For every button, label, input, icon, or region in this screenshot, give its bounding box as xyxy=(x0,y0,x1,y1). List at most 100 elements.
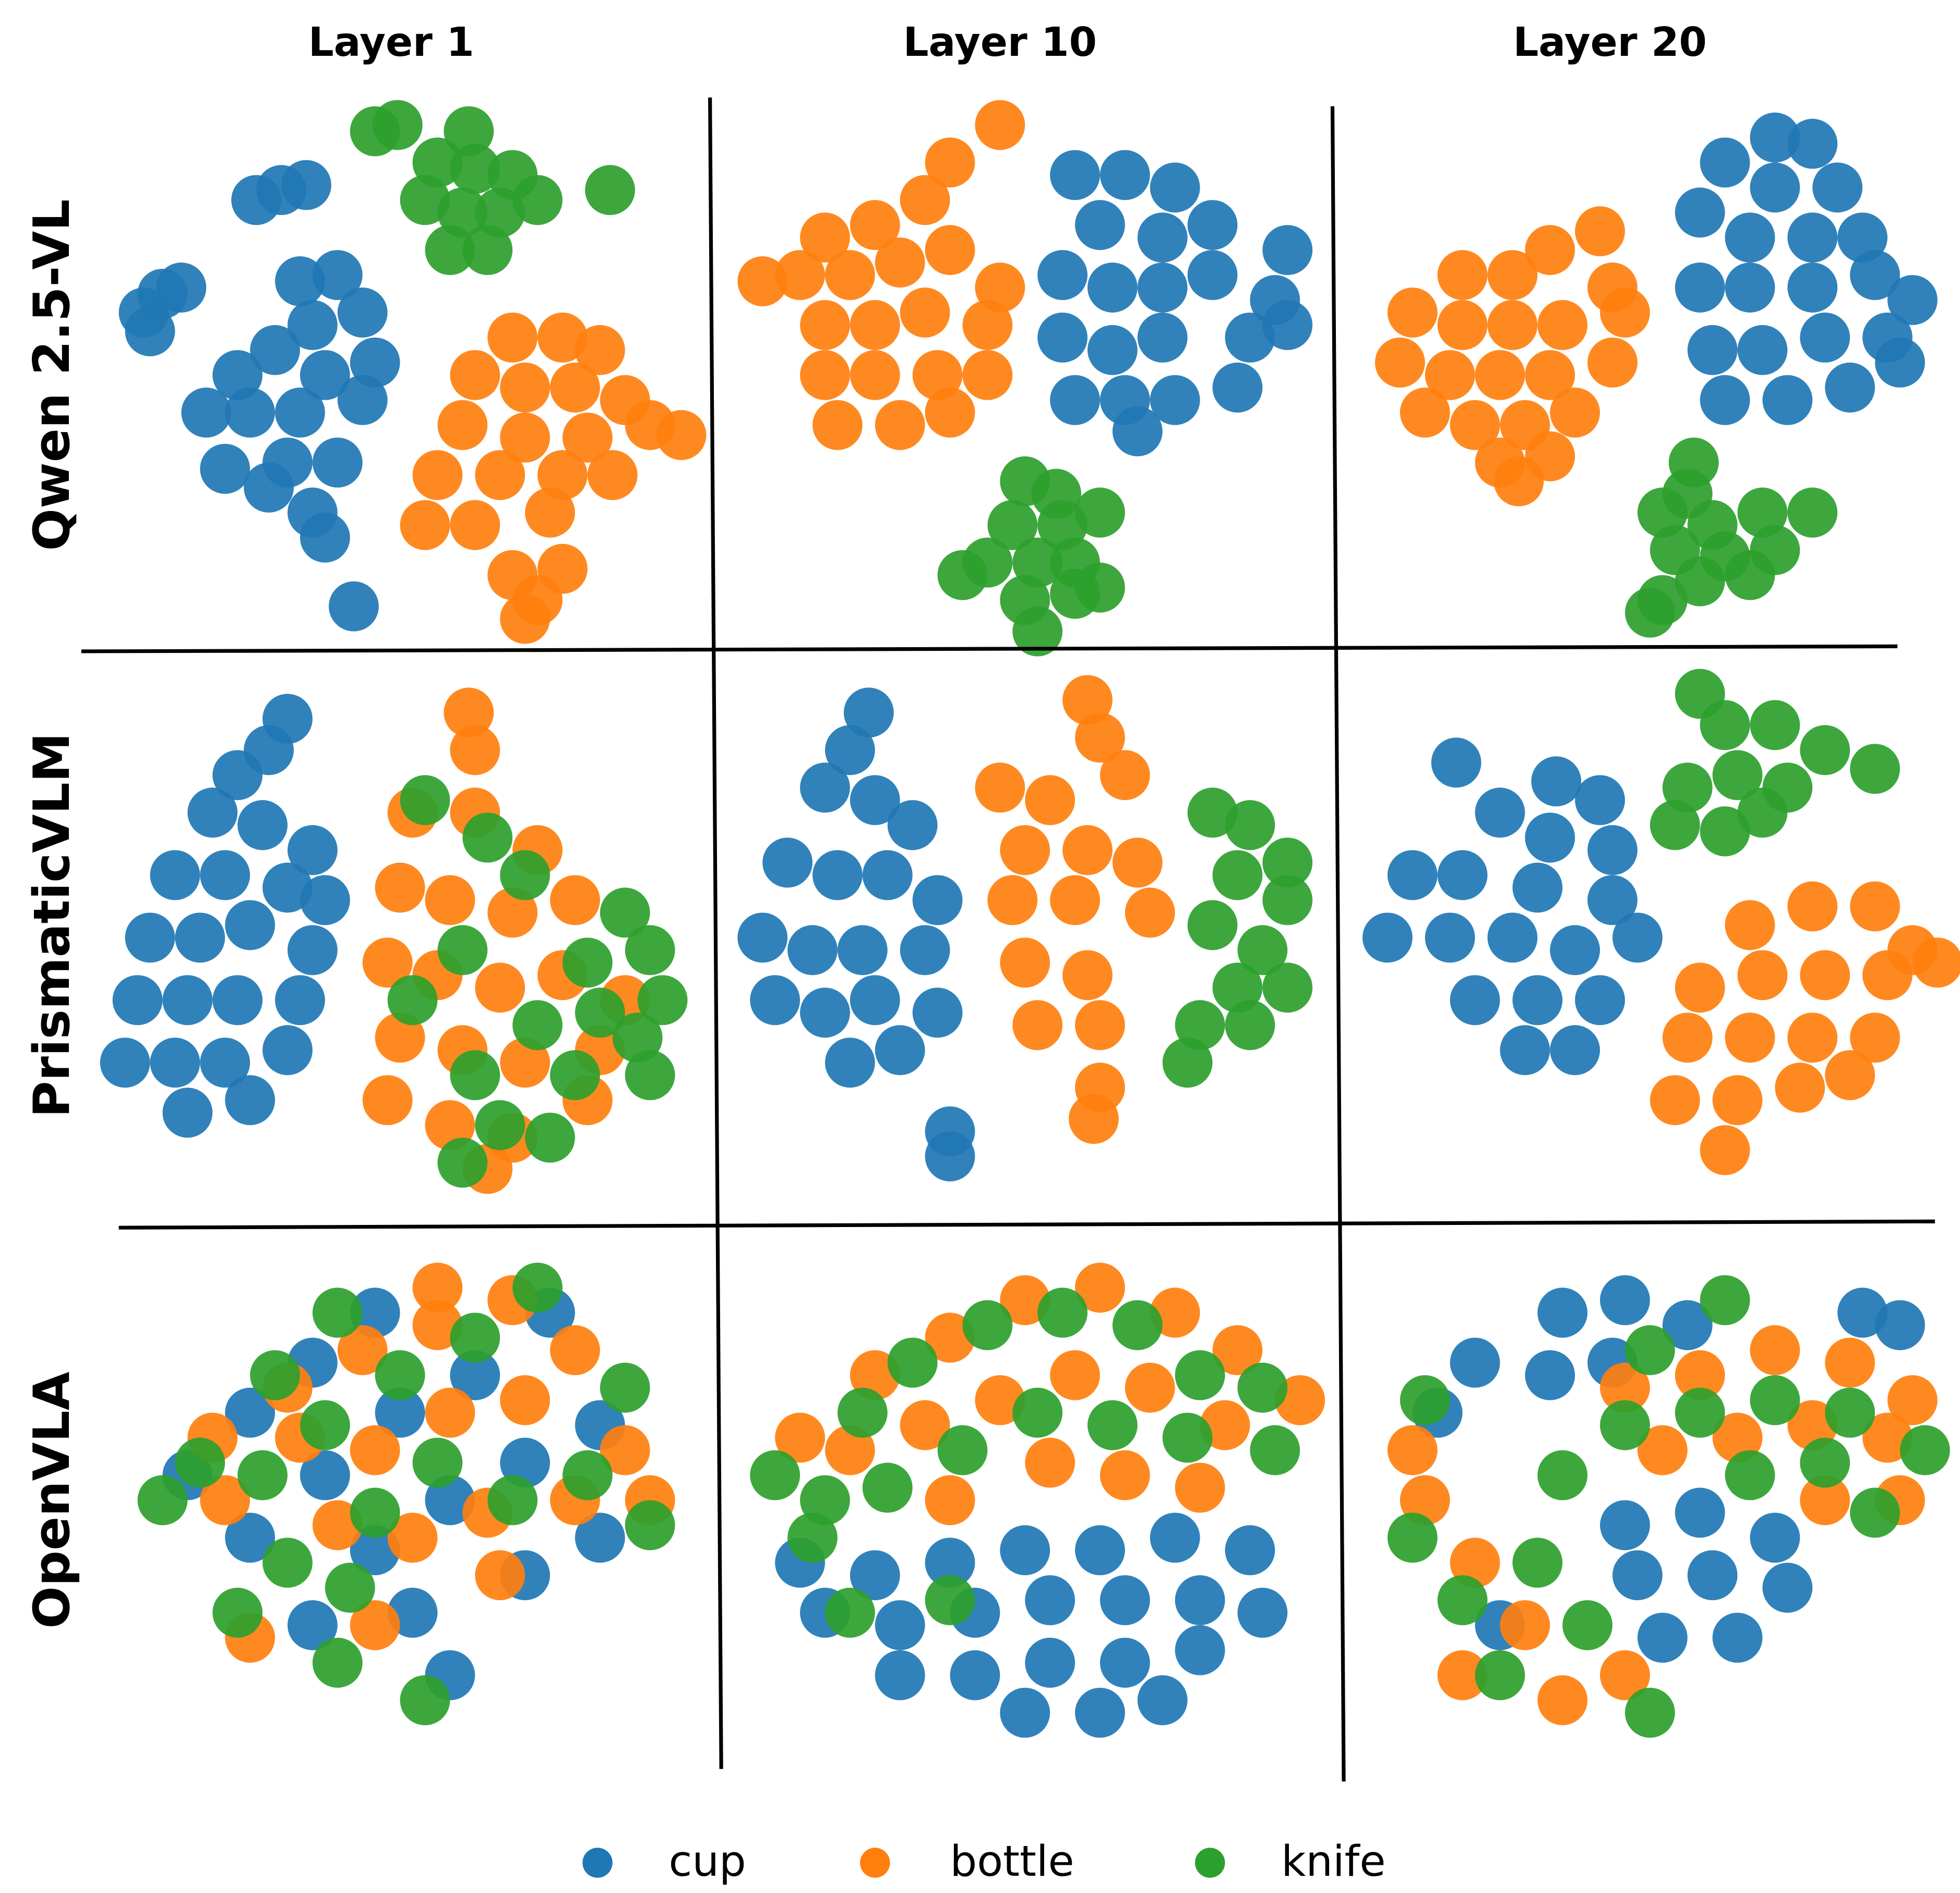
point xyxy=(262,1025,313,1075)
point xyxy=(1662,1300,1713,1350)
point xyxy=(1012,1387,1063,1438)
point xyxy=(225,1387,276,1438)
point xyxy=(875,1600,925,1650)
point xyxy=(1675,1350,1725,1400)
point xyxy=(587,450,638,501)
point xyxy=(450,1313,500,1363)
point xyxy=(1050,375,1100,425)
point xyxy=(1712,750,1763,801)
point xyxy=(1012,1000,1063,1051)
point xyxy=(1687,325,1738,375)
point xyxy=(1162,1038,1213,1088)
point xyxy=(1700,1125,1750,1175)
point xyxy=(450,1050,500,1100)
point xyxy=(1212,362,1263,413)
point xyxy=(1737,788,1788,838)
point xyxy=(400,775,450,825)
point xyxy=(400,500,450,550)
point xyxy=(1075,200,1125,251)
point xyxy=(1075,1000,1125,1051)
point xyxy=(225,1513,276,1563)
point xyxy=(1675,263,1725,313)
point xyxy=(937,1425,988,1475)
legend-label: cup xyxy=(669,1837,746,1886)
point xyxy=(887,800,938,850)
point xyxy=(1624,1687,1675,1738)
point xyxy=(850,200,900,251)
point xyxy=(800,987,850,1038)
point xyxy=(225,387,276,438)
point xyxy=(1787,881,1838,932)
point xyxy=(1137,212,1188,263)
point xyxy=(1437,250,1488,300)
point xyxy=(1624,587,1675,638)
point xyxy=(850,775,900,825)
scatter-panel xyxy=(137,1263,675,1725)
point xyxy=(1512,975,1563,1026)
point xyxy=(1775,1063,1825,1113)
point xyxy=(912,875,963,925)
point xyxy=(525,487,575,538)
point xyxy=(1500,1600,1550,1650)
point xyxy=(500,1375,551,1425)
point xyxy=(1787,1013,1838,1063)
point xyxy=(1237,1588,1288,1638)
point xyxy=(412,1263,463,1313)
point xyxy=(275,256,325,306)
point xyxy=(300,513,350,563)
point xyxy=(372,100,423,150)
point xyxy=(1025,1575,1075,1625)
point xyxy=(1725,263,1775,313)
point xyxy=(1675,962,1725,1013)
point xyxy=(1525,1350,1575,1400)
point xyxy=(625,1500,675,1551)
divider xyxy=(81,644,1898,653)
point xyxy=(850,975,900,1026)
point xyxy=(1175,1462,1225,1513)
point xyxy=(237,1450,288,1501)
point xyxy=(350,1600,400,1650)
point xyxy=(550,1325,600,1375)
point xyxy=(1050,150,1100,200)
point xyxy=(862,1462,913,1513)
point xyxy=(412,450,463,501)
point xyxy=(162,975,213,1026)
point xyxy=(1225,1000,1275,1051)
point xyxy=(437,925,488,975)
point xyxy=(862,850,913,900)
point xyxy=(1862,950,1913,1001)
point xyxy=(1162,1412,1213,1463)
point xyxy=(962,300,1013,350)
point xyxy=(1137,312,1188,363)
scatter-panel xyxy=(750,1263,1325,1738)
point xyxy=(1475,350,1525,400)
point xyxy=(475,1550,525,1601)
point xyxy=(1262,837,1313,888)
point xyxy=(450,350,500,400)
point xyxy=(1787,263,1838,313)
point xyxy=(500,593,551,644)
point xyxy=(1525,350,1575,400)
point xyxy=(250,325,300,375)
point xyxy=(962,1300,1013,1350)
scatter-panel xyxy=(737,100,1313,657)
point xyxy=(925,387,975,438)
point xyxy=(387,1513,438,1563)
point xyxy=(275,975,325,1026)
point xyxy=(1650,1075,1700,1125)
point xyxy=(275,387,325,438)
point xyxy=(1675,187,1725,238)
point xyxy=(1275,1375,1325,1425)
point xyxy=(1437,300,1488,350)
point xyxy=(950,1650,1000,1700)
point xyxy=(600,1425,650,1475)
divider xyxy=(118,1219,1935,1230)
point xyxy=(100,1038,150,1088)
point xyxy=(1750,1513,1800,1563)
point xyxy=(1212,1325,1263,1375)
point xyxy=(562,412,613,463)
point xyxy=(1600,1500,1650,1551)
point xyxy=(1675,1387,1725,1438)
point xyxy=(1387,850,1438,900)
point xyxy=(1750,700,1800,751)
